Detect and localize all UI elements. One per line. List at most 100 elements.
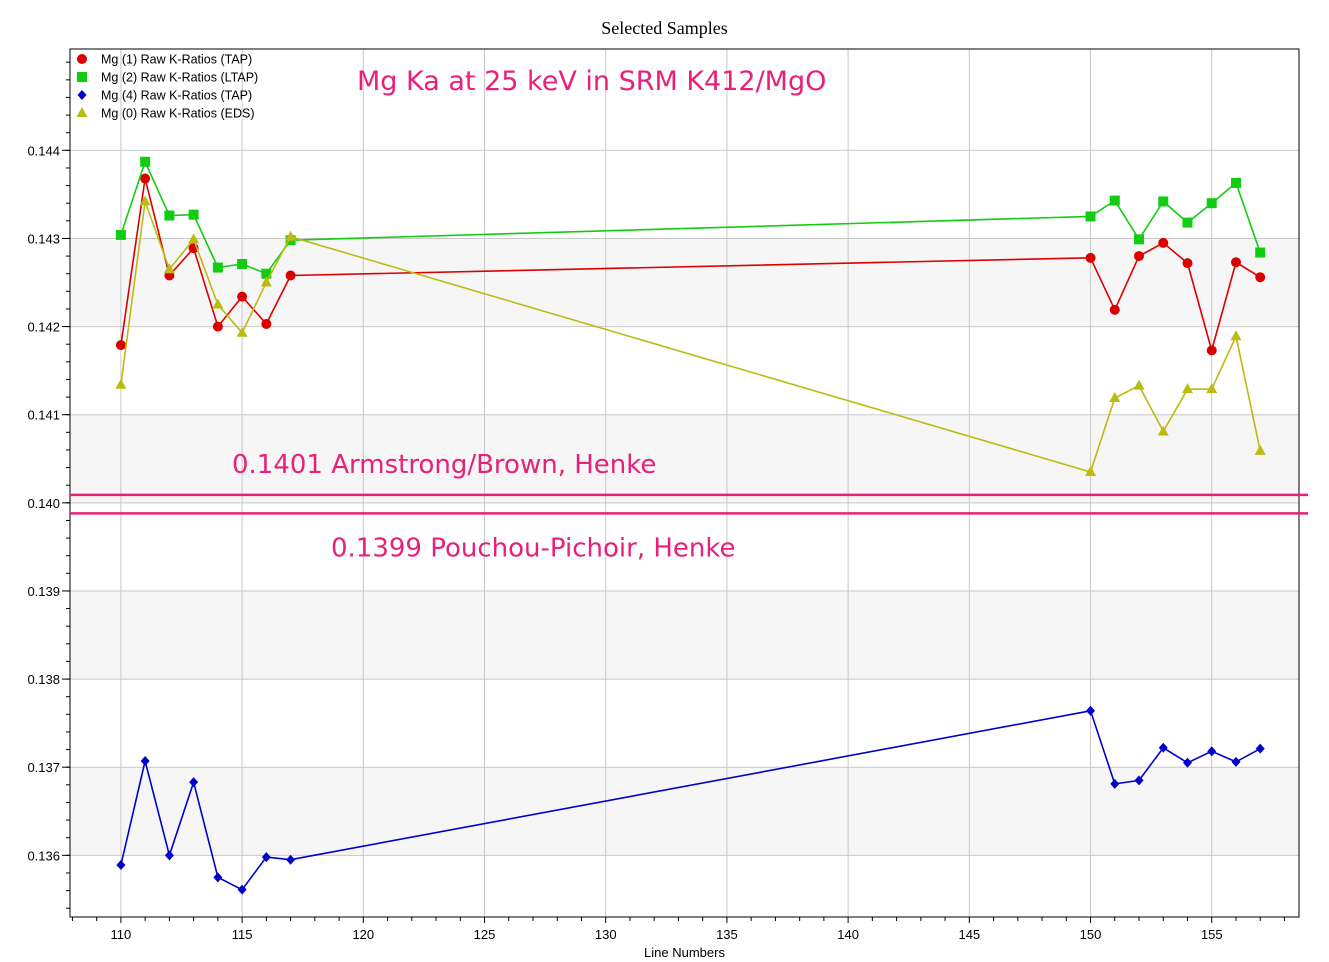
data-point — [116, 860, 126, 871]
data-point — [140, 173, 151, 184]
data-point — [1134, 775, 1144, 786]
data-point — [286, 854, 296, 865]
x-tick-label: 125 — [474, 927, 496, 942]
y-axis: 0.136 0.137 0.138 0.139 0.140 0.141 0.142 0.143… — [27, 143, 70, 863]
series-line — [120, 178, 1261, 354]
y-tick-label: 0.138 — [27, 672, 60, 687]
data-point — [1109, 304, 1120, 315]
x-tick-label: 110 — [111, 927, 132, 942]
y-tick-label: 0.139 — [27, 584, 60, 599]
plot-band — [70, 590, 1299, 680]
series-line — [120, 201, 1261, 473]
data-point — [236, 326, 248, 337]
chart-title: Selected Samples — [601, 18, 728, 38]
data-point — [212, 298, 224, 309]
data-point — [1109, 195, 1120, 206]
data-point — [164, 850, 174, 861]
y-tick-label: 0.136 — [27, 848, 60, 863]
y-tick-label: 0.144 — [27, 143, 60, 158]
data-point — [115, 378, 127, 389]
data-point — [1133, 379, 1145, 390]
data-point — [189, 777, 199, 788]
data-point — [1085, 465, 1097, 476]
data-point — [1206, 198, 1217, 209]
data-point — [1182, 258, 1193, 269]
legend-label: Mg (0) Raw K-Ratios (EDS) — [101, 107, 255, 121]
data-point — [1182, 217, 1193, 228]
data-point — [212, 262, 223, 273]
data-point — [1255, 272, 1266, 283]
legend-label: Mg (1) Raw K-Ratios (TAP) — [101, 53, 252, 67]
data-point — [139, 195, 151, 206]
data-point — [188, 209, 199, 220]
legend-marker — [77, 54, 87, 64]
x-tick-label: 130 — [595, 927, 617, 942]
data-point — [1207, 746, 1217, 757]
x-tick-label: 120 — [352, 927, 374, 942]
data-point — [164, 210, 175, 221]
legend-marker — [77, 90, 87, 100]
data-point — [237, 884, 247, 895]
x-tick-label: 140 — [837, 927, 859, 942]
series-2 — [116, 705, 1265, 895]
data-point — [1110, 778, 1120, 789]
data-point — [1086, 705, 1096, 716]
data-point — [1231, 756, 1241, 767]
x-tick-label: 145 — [958, 927, 980, 942]
x-axis: 110 115 120 125 130 135 140 145 150 155 — [71, 917, 1285, 942]
data-point — [1157, 425, 1169, 436]
y-minor-ticks — [66, 61, 70, 909]
x-tick-label: 155 — [1201, 927, 1223, 942]
data-point — [115, 229, 126, 240]
data-point — [1181, 383, 1193, 394]
reference-lines: 0.1401 Armstrong/Brown, Henke 0.1399 Pouc… — [70, 450, 1308, 563]
data-point — [1254, 444, 1266, 455]
data-point — [140, 756, 150, 767]
plot-area — [69, 48, 1300, 918]
data-point — [285, 270, 296, 281]
data-point — [1230, 177, 1241, 188]
data-point — [1255, 743, 1265, 754]
data-point — [1158, 237, 1169, 248]
data-point — [213, 872, 223, 883]
data-point — [140, 156, 151, 167]
data-point — [261, 268, 272, 279]
data-point — [1134, 251, 1145, 262]
data-point — [1230, 330, 1242, 341]
y-tick-label: 0.143 — [27, 231, 60, 246]
series-layer — [115, 156, 1266, 895]
data-point — [115, 340, 126, 351]
series-line — [120, 709, 1261, 891]
series-line — [120, 159, 1261, 275]
y-tick-label: 0.142 — [27, 320, 60, 335]
data-point — [212, 321, 223, 332]
data-point — [1085, 211, 1096, 222]
data-point — [237, 259, 248, 270]
data-point — [260, 276, 272, 287]
data-point — [1255, 247, 1266, 258]
data-point — [163, 263, 175, 274]
x-axis-title: Line Numbers — [644, 945, 725, 960]
data-point — [285, 230, 297, 241]
series-0 — [115, 173, 1266, 356]
legend-marker — [77, 72, 87, 82]
x-tick-label: 135 — [716, 927, 738, 942]
series-3 — [115, 195, 1266, 476]
data-point — [1206, 345, 1217, 356]
grid-lines — [70, 49, 1299, 917]
data-point — [1158, 196, 1169, 207]
legend: Mg (1) Raw K-Ratios (TAP) Mg (2) Raw K-Ra… — [76, 53, 258, 121]
legend-marker — [76, 107, 88, 117]
data-point — [261, 852, 271, 863]
data-point — [1206, 383, 1218, 394]
legend-label: Mg (4) Raw K-Ratios (TAP) — [101, 89, 252, 103]
data-point — [188, 233, 200, 244]
x-tick-label: 115 — [232, 927, 253, 942]
data-point — [237, 291, 248, 302]
data-point — [261, 318, 272, 329]
legend-label: Mg (2) Raw K-Ratios (LTAP) — [101, 71, 258, 85]
annotations: Mg Ka at 25 keV in SRM K412/MgO — [357, 66, 826, 97]
data-point — [1158, 742, 1168, 753]
data-point — [1134, 234, 1145, 245]
